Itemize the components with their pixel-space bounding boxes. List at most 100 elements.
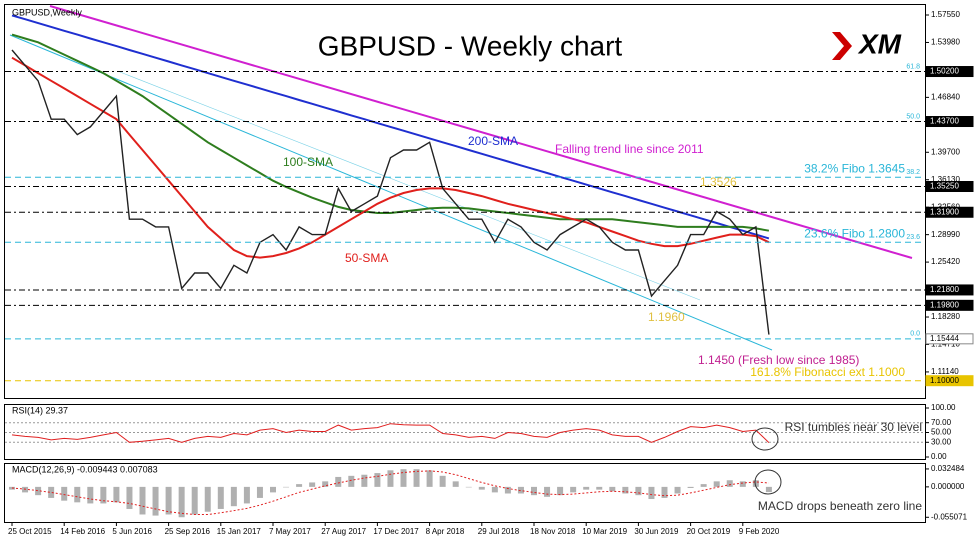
main-panel [4,4,926,399]
level-label: 1.35250 [930,182,959,191]
level-box [925,299,974,311]
macd-bar [283,486,290,488]
level-box [925,375,974,387]
macd-bar [452,481,459,487]
symbol-label: GBPUSD,Weekly [12,7,82,17]
y-tick-label: 1.53980 [931,38,960,47]
rsi-line [11,423,770,443]
x-tick-label: 14 Feb 2016 [60,527,105,536]
fib-tag: 23.6 [906,234,920,241]
y-tick-label: 100.00 [931,403,956,412]
y-tick-label: 0.000000 [931,482,965,491]
macd-bar [687,486,694,488]
rsi-title: RSI(14) 29.37 [12,405,68,415]
y-tick-label: 1.46840 [931,92,960,101]
x-tick-label: 25 Sep 2016 [165,527,211,536]
fib-tag: 61.8 [906,63,920,70]
x-tick-label: 7 May 2017 [269,527,311,536]
sma-line [11,56,770,259]
macd-bar [752,480,759,487]
macd-bar [426,470,433,487]
level-text: 161.8% Fibonacci ext 1.1000 [750,365,905,379]
macd-bar [113,486,120,503]
fib-tag: 50.0 [906,113,920,120]
annotation: 1.1960 [648,310,685,324]
macd-bar [465,486,472,488]
fib-tag: 38.2 [906,169,920,176]
macd-panel [4,463,926,523]
macd-bar [609,486,616,492]
y-tick-label: 0.00 [931,452,947,461]
macd-bar [204,486,211,512]
level-label: 1.21800 [930,285,959,294]
macd-bar [504,486,511,494]
macd-bar [270,486,276,493]
macd-bar [243,486,250,504]
macd-bar [35,486,42,496]
macd-bar [61,486,68,501]
macd-bar [165,486,172,515]
macd-bar [87,486,94,504]
x-tick-label: 15 Jan 2017 [217,527,262,536]
x-tick-label: 9 Feb 2020 [739,527,780,536]
annotation: 1.1450 (Fresh low since 1985) [698,353,859,367]
plot-layer [5,14,925,518]
annotation: Falling trend line since 2011 [555,142,704,156]
sma-label: 200-SMA [468,134,518,148]
macd-annotation: MACD drops beneath zero line [758,499,922,513]
signal-line [11,470,769,515]
macd-bar [256,486,263,498]
rsi-circle [751,427,779,451]
macd-bar [491,486,498,493]
x-tick-label: 17 Dec 2017 [373,527,419,536]
macd-bar [622,486,629,494]
macd-bar [765,486,772,493]
channel-line [119,71,701,301]
level-box [925,181,974,193]
price-line [11,49,770,335]
logo-text: XM [857,28,902,59]
x-tick-label: 10 Mar 2019 [582,527,627,536]
logo: XM [832,28,902,60]
fib-tag: 0.0 [910,331,920,338]
annotation: 1.3526 [700,175,737,189]
macd-bar [48,486,55,498]
rsi-annotation: RSI tumbles near 30 level [785,420,922,434]
macd-bar [100,486,107,504]
y-tick-label: 1.39700 [931,147,960,156]
trend-line [49,5,913,259]
level-label: 1.10000 [930,376,959,385]
macd-bar [139,486,146,515]
macd-bar [570,486,577,493]
sma-line [11,33,770,232]
macd-bar [152,486,159,516]
level-label: 1.50200 [930,67,959,76]
level-box [925,116,974,128]
logo-mark [832,32,852,60]
y-tick-label: 1.28990 [931,230,960,239]
level-box [925,284,974,296]
y-tick-label: 70.00 [931,418,952,427]
x-tick-label: 29 Jul 2018 [478,527,520,536]
macd-bar [661,486,668,498]
macd-bar [557,486,564,496]
y-tick-label: 1.11140 [931,367,959,376]
macd-bar [596,486,603,490]
macd-bar [439,475,446,487]
sma-label: 100-SMA [283,155,333,169]
y-tick-label: 0.032484 [931,464,965,473]
macd-bar [309,482,316,487]
macd-bar [322,481,329,487]
macd-bar [126,486,133,509]
x-tick-label: 27 Aug 2017 [321,527,366,536]
y-tick-label: 1.18280 [931,312,960,321]
x-tick-label: 5 Jun 2016 [112,527,152,536]
macd-bar [583,486,590,490]
sma-label: 50-SMA [345,251,388,265]
y-tick-label: 30.00 [931,437,952,446]
macd-bar [230,486,237,507]
macd-bar [296,484,303,487]
level-text: 23.6% Fibo 1.2800 [804,226,905,240]
